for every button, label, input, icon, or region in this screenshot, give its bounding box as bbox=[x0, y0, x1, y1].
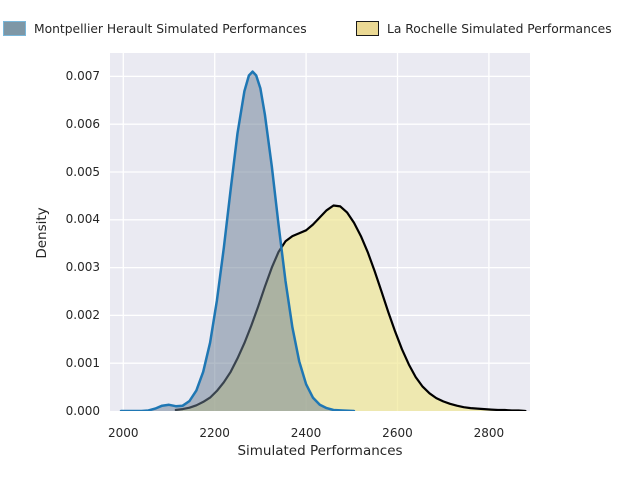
y-tick-label: 0.004 bbox=[65, 212, 100, 227]
kde-chart bbox=[110, 53, 530, 411]
y-tick-label: 0.002 bbox=[65, 307, 100, 322]
y-tick-label: 0.001 bbox=[65, 355, 100, 370]
x-tick-label: 2200 bbox=[199, 426, 230, 440]
legend-label-la-rochelle: La Rochelle Simulated Performances bbox=[387, 21, 612, 36]
y-tick-label: 0.006 bbox=[65, 116, 100, 131]
legend-swatch-la-rochelle-icon bbox=[356, 21, 379, 36]
legend-item-montpellier: Montpellier Herault Simulated Performanc… bbox=[3, 21, 307, 36]
y-tick-label: 0.007 bbox=[65, 68, 100, 83]
legend-item-la-rochelle: La Rochelle Simulated Performances bbox=[356, 21, 612, 36]
x-tick-label: 2400 bbox=[290, 426, 322, 440]
x-tick-label: 2600 bbox=[382, 426, 413, 440]
x-axis-label: Simulated Performances bbox=[237, 443, 403, 459]
y-tick-label: 0.000 bbox=[65, 403, 100, 418]
y-tick-label: 0.003 bbox=[65, 260, 100, 275]
x-tick-label: 2000 bbox=[107, 426, 139, 440]
legend-label-montpellier: Montpellier Herault Simulated Performanc… bbox=[34, 21, 307, 36]
plot-area bbox=[110, 53, 530, 411]
x-tick-label: 2800 bbox=[473, 426, 505, 440]
y-tick-label: 0.005 bbox=[65, 164, 100, 179]
legend-swatch-montpellier-icon bbox=[3, 21, 26, 36]
